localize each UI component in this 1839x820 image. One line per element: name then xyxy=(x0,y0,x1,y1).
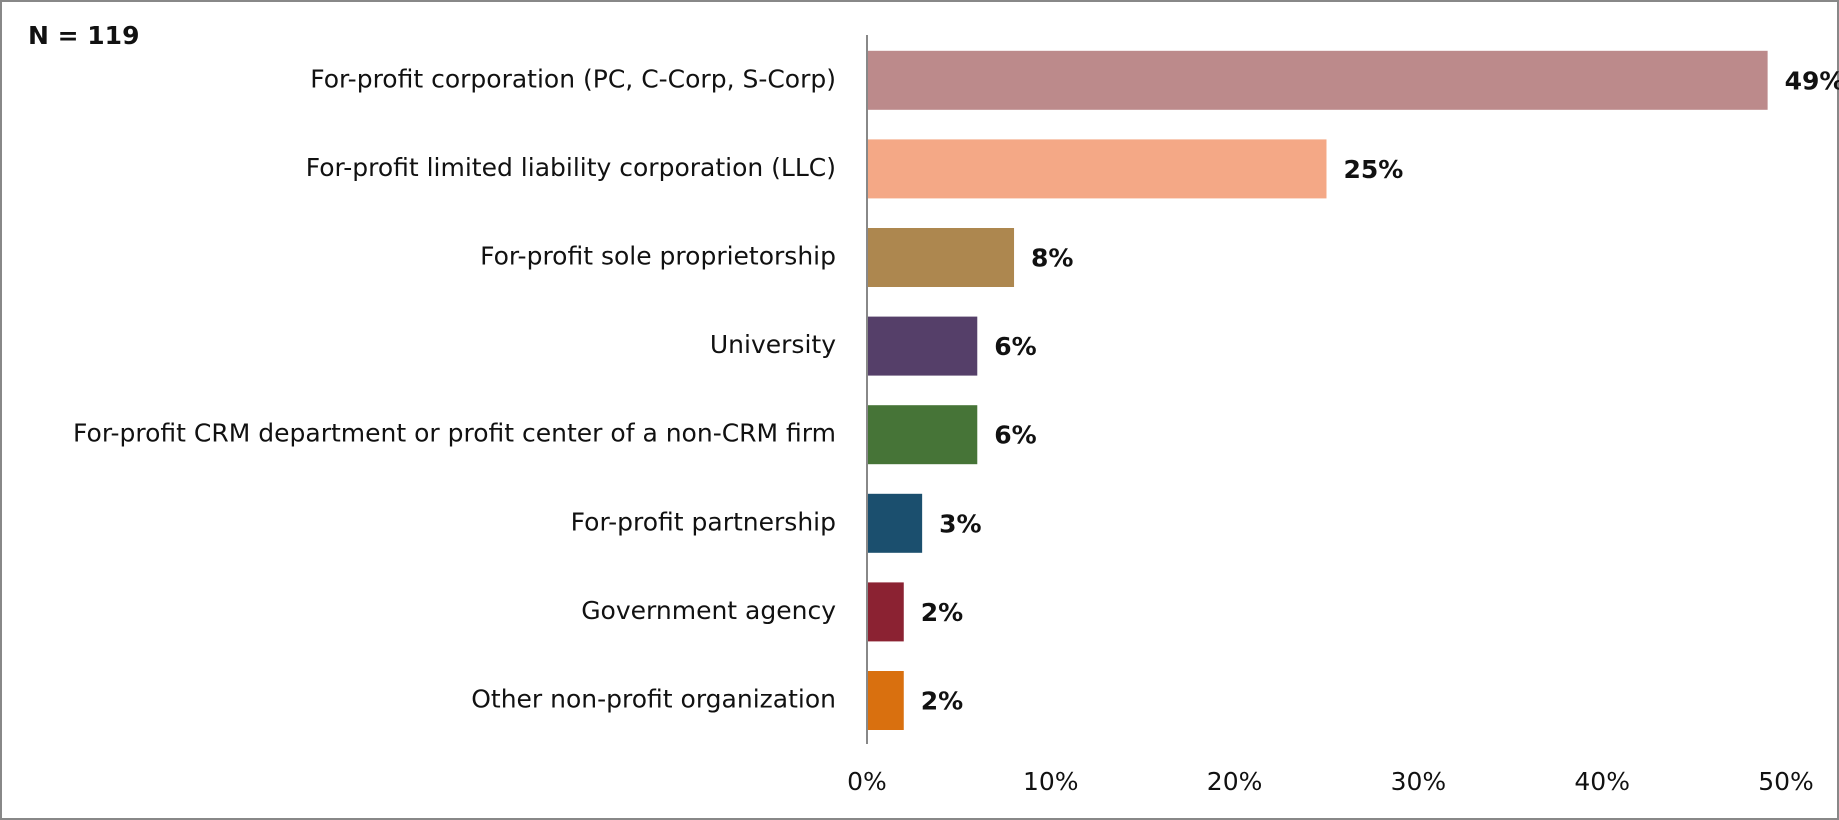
value-label: 6% xyxy=(994,332,1036,361)
bar xyxy=(867,493,923,553)
bar xyxy=(867,50,1768,110)
bar xyxy=(867,316,978,376)
y-tick-label: Other non-profit organization xyxy=(471,685,836,714)
y-tick-label: For-profit corporation (PC, C-Corp, S-Co… xyxy=(310,64,836,93)
y-tick-label: Government agency xyxy=(581,596,836,625)
value-label: 49% xyxy=(1785,66,1839,95)
y-tick-label: For-profit CRM department or profit cent… xyxy=(73,419,836,448)
bar xyxy=(867,405,978,465)
x-tick-label: 50% xyxy=(1758,767,1814,796)
x-tick-label: 20% xyxy=(1207,767,1263,796)
bar xyxy=(867,671,904,730)
x-tick-label: 40% xyxy=(1574,767,1630,796)
bar xyxy=(867,228,1015,287)
value-label: 6% xyxy=(994,421,1036,450)
x-tick-label: 30% xyxy=(1391,767,1447,796)
y-tick-label: University xyxy=(710,330,836,359)
value-label: 2% xyxy=(921,687,963,716)
x-tick-label: 0% xyxy=(847,767,887,796)
bar xyxy=(867,139,1327,199)
bar xyxy=(867,582,904,642)
value-label: 8% xyxy=(1031,244,1073,273)
y-tick-label: For-profit partnership xyxy=(571,507,836,536)
annotation: N = 119 xyxy=(28,21,139,50)
value-label: 2% xyxy=(921,598,963,627)
x-tick-label: 10% xyxy=(1023,767,1079,796)
value-label: 25% xyxy=(1344,155,1404,184)
y-tick-label: For-profit limited liability corporation… xyxy=(306,153,836,182)
value-label: 3% xyxy=(939,509,981,538)
y-tick-label: For-profit sole proprietorship xyxy=(480,242,836,271)
